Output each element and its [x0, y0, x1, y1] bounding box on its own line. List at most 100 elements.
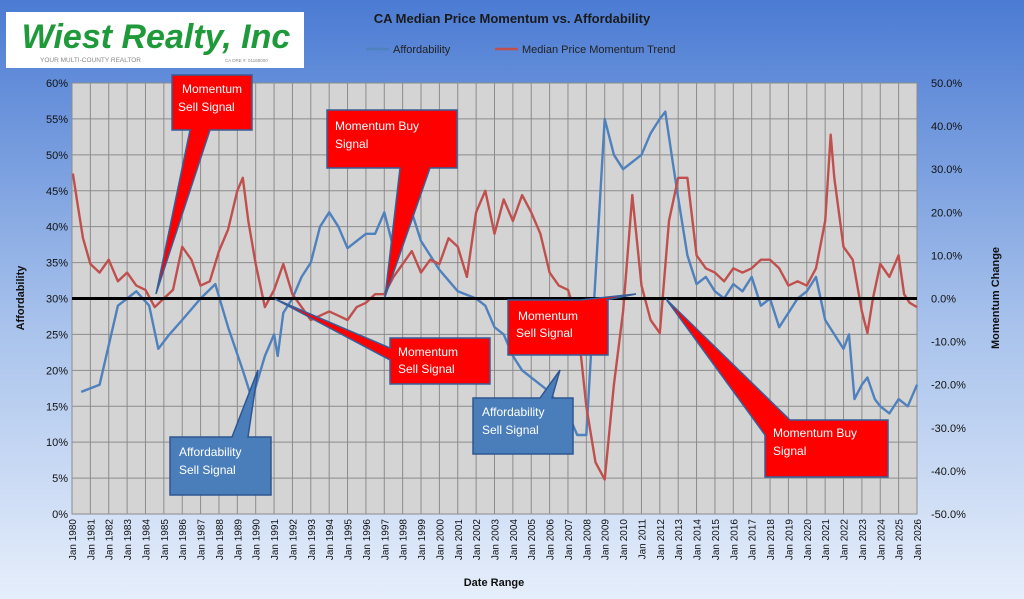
- y-tick-label: 5%: [52, 473, 68, 485]
- callout-affordability-sell-2-line1: Affordability: [482, 405, 544, 419]
- x-tick-label: Jan 1999: [417, 519, 428, 561]
- x-tick-label: Jan 1983: [123, 519, 134, 561]
- x-tick-label: Jan 2026: [913, 519, 924, 561]
- y-tick-label: 20%: [46, 365, 68, 377]
- callout-affordability-sell-1: Affordability Sell Signal: [169, 369, 272, 496]
- x-tick-label: Jan 2025: [895, 519, 906, 561]
- y-tick-label: 45%: [46, 186, 68, 198]
- callout-momentum-sell-1-line2: Sell Signal: [178, 100, 235, 114]
- x-tick-label: Jan 2024: [876, 519, 887, 561]
- callout-momentum-buy-1-shape: [326, 109, 458, 298]
- x-tick-label: Jan 2019: [784, 519, 795, 561]
- x-tick-label: Jan 1991: [270, 519, 281, 561]
- x-tick-label: Jan 1997: [380, 519, 391, 561]
- x-tick-label: Jan 1985: [160, 519, 171, 561]
- x-tick-label: Jan 2000: [435, 519, 446, 561]
- y2-tick-label: 30.0%: [931, 164, 962, 176]
- y-tick-label: 25%: [46, 329, 68, 341]
- callout-momentum-sell-2: Momentum Sell Signal: [274, 298, 491, 385]
- x-tick-label: Jan 1986: [178, 519, 189, 561]
- x-tick-label: Jan 2009: [601, 519, 612, 561]
- x-tick-label: Jan 2017: [748, 519, 759, 561]
- x-tick-label: Jan 1990: [252, 519, 263, 561]
- callout-momentum-sell-2-line1: Momentum: [398, 345, 458, 359]
- x-tick-label: Jan 2018: [766, 519, 777, 561]
- y2-tick-label: -10.0%: [931, 337, 966, 349]
- callout-momentum-buy-2-line1: Momentum Buy: [773, 426, 857, 440]
- x-tick-label: Jan 1998: [399, 519, 410, 561]
- x-tick-label: Jan 1993: [307, 519, 318, 561]
- y-tick-label: 50%: [46, 150, 68, 162]
- y-tick-label: 35%: [46, 258, 68, 270]
- callout-momentum-buy-2: Momentum Buy Signal: [665, 298, 889, 478]
- callout-affordability-sell-2-line2: Sell Signal: [482, 423, 539, 437]
- x-tick-label: Jan 2015: [711, 519, 722, 561]
- callout-momentum-buy-1: Momentum Buy Signal: [326, 109, 458, 298]
- x-tick-label: Jan 2002: [472, 519, 483, 561]
- y2-tick-label: 40.0%: [931, 121, 962, 133]
- series-line-momentum: [71, 133, 918, 481]
- logo: Wiest Realty, Inc YOUR MULTI-COUNTY REAL…: [6, 12, 304, 68]
- callout-momentum-buy-2-line2: Signal: [773, 444, 806, 458]
- y2-tick-label: 0.0%: [931, 294, 956, 306]
- x-tick-label: Jan 1994: [325, 519, 336, 561]
- y-tick-label: 10%: [46, 437, 68, 449]
- x-tick-label: Jan 2012: [656, 519, 667, 561]
- callout-momentum-buy-1-line1: Momentum Buy: [335, 119, 419, 133]
- y-axis-right: -50.0% -40.0% -30.0% -20.0% -10.0% 0.0% 10.0% 2…: [931, 78, 966, 521]
- x-tick-label: Jan 1980: [68, 519, 79, 561]
- x-tick-label: Jan 1996: [362, 519, 373, 561]
- y2-tick-label: 10.0%: [931, 250, 962, 262]
- callout-momentum-sell-3-line1: Momentum: [518, 309, 578, 323]
- callout-momentum-sell-1: Momentum Sell Signal: [155, 74, 253, 295]
- logo-name: Wiest Realty, Inc: [22, 18, 291, 56]
- y-tick-label: 0%: [52, 509, 68, 521]
- x-tick-label: Jan 1987: [197, 519, 208, 561]
- x-tick-label: Jan 1982: [105, 519, 116, 561]
- x-tick-label: Jan 2020: [803, 519, 814, 561]
- y2-tick-label: -40.0%: [931, 466, 966, 478]
- y2-tick-label: -30.0%: [931, 423, 966, 435]
- x-tick-label: Jan 1995: [344, 519, 355, 561]
- x-tick-label: Jan 2014: [693, 519, 704, 561]
- x-tick-label: Jan 2016: [729, 519, 740, 561]
- callout-affordability-sell-1-line2: Sell Signal: [179, 463, 236, 477]
- callout-momentum-buy-2-shape: [665, 298, 889, 478]
- x-tick-label: Jan 2001: [454, 519, 465, 561]
- callout-momentum-sell-1-line1: Momentum: [182, 82, 242, 96]
- callout-affordability-sell-2: Affordability Sell Signal: [472, 369, 574, 455]
- x-tick-label: Jan 1989: [233, 519, 244, 561]
- callout-momentum-sell-2-shape: [274, 298, 491, 385]
- callout-momentum-sell-1-shape: [155, 74, 253, 295]
- x-tick-label: Jan 2021: [821, 519, 832, 561]
- callout-momentum-buy-1-line2: Signal: [335, 137, 368, 151]
- x-tick-label: Jan 1984: [141, 519, 152, 561]
- callout-momentum-sell-3: Momentum Sell Signal: [507, 293, 637, 356]
- x-tick-label: Jan 2008: [582, 519, 593, 561]
- legend-momentum-label: Median Price Momentum Trend: [522, 44, 675, 56]
- y2-tick-label: 20.0%: [931, 207, 962, 219]
- x-tick-label: Jan 2011: [637, 519, 648, 560]
- x-tick-label: Jan 1988: [215, 519, 226, 561]
- callout-momentum-sell-3-line2: Sell Signal: [516, 326, 573, 340]
- callout-affordability-sell-2-shape: [472, 369, 574, 455]
- y2-tick-label: -20.0%: [931, 380, 966, 392]
- callout-momentum-sell-3-shape: [507, 293, 637, 356]
- x-tick-label: Jan 2007: [564, 519, 575, 561]
- x-axis: Jan 1980 Jan 1981 Jan 1982 Jan 1983 Jan 1984…: [68, 519, 924, 561]
- y-tick-label: 30%: [46, 294, 68, 306]
- logo-box: [6, 12, 304, 68]
- y2-tick-label: -50.0%: [931, 509, 966, 521]
- y-tick-label: 15%: [46, 401, 68, 413]
- callout-affordability-sell-1-line1: Affordability: [179, 445, 241, 459]
- y-axis-left: 0% 5% 10% 15% 20% 25% 30% 35% 40% 45% 50% 55% 60%: [46, 78, 68, 521]
- x-tick-label: Jan 2006: [546, 519, 557, 561]
- x-tick-label: Jan 1981: [86, 519, 97, 561]
- callout-momentum-sell-2-line2: Sell Signal: [398, 362, 455, 376]
- x-tick-label: Jan 2003: [491, 519, 502, 561]
- y2-tick-label: 50.0%: [931, 78, 962, 90]
- y-axis-title: Affordability: [15, 265, 27, 331]
- x-tick-label: Jan 1992: [288, 519, 299, 561]
- y-tick-label: 40%: [46, 222, 68, 234]
